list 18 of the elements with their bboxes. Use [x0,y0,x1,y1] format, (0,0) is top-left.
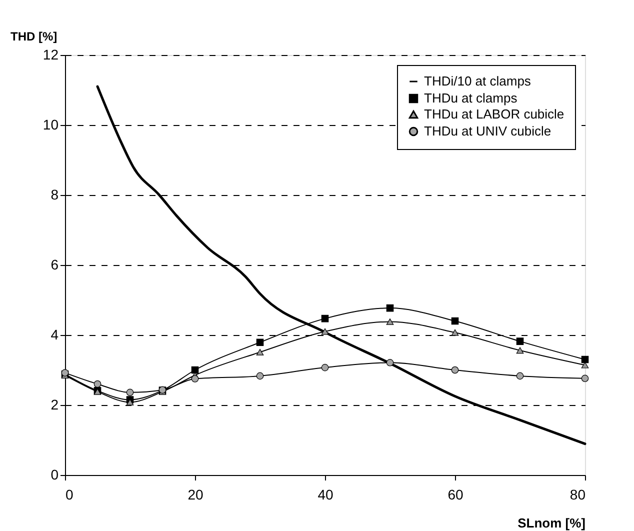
legend-label: THDu at LABOR cubicle [424,106,564,122]
x-tick-label: 60 [448,486,464,502]
y-tick-label: 0 [50,466,59,482]
x-tick-label: 20 [188,486,204,502]
y-tick-label: 6 [50,256,59,272]
legend-label: THDu at UNIV cubicle [424,124,552,138]
y-tick-label: 2 [50,396,59,412]
x-axis-title: SLnom [%] [518,516,586,530]
legend-label: THDi/10 at clamps [424,74,532,88]
y-tick-label: 10 [42,116,59,132]
x-tick-label: 80 [570,486,586,502]
y-tick-label: 8 [50,186,59,202]
x-tick-label: 40 [318,486,334,502]
y-tick-label: 4 [50,326,59,342]
legend-label: THDu at clamps [424,90,518,106]
y-axis-title: THD [%] [10,30,58,44]
x-tick-label: 0 [66,486,74,502]
y-tick-label: 12 [42,46,59,62]
